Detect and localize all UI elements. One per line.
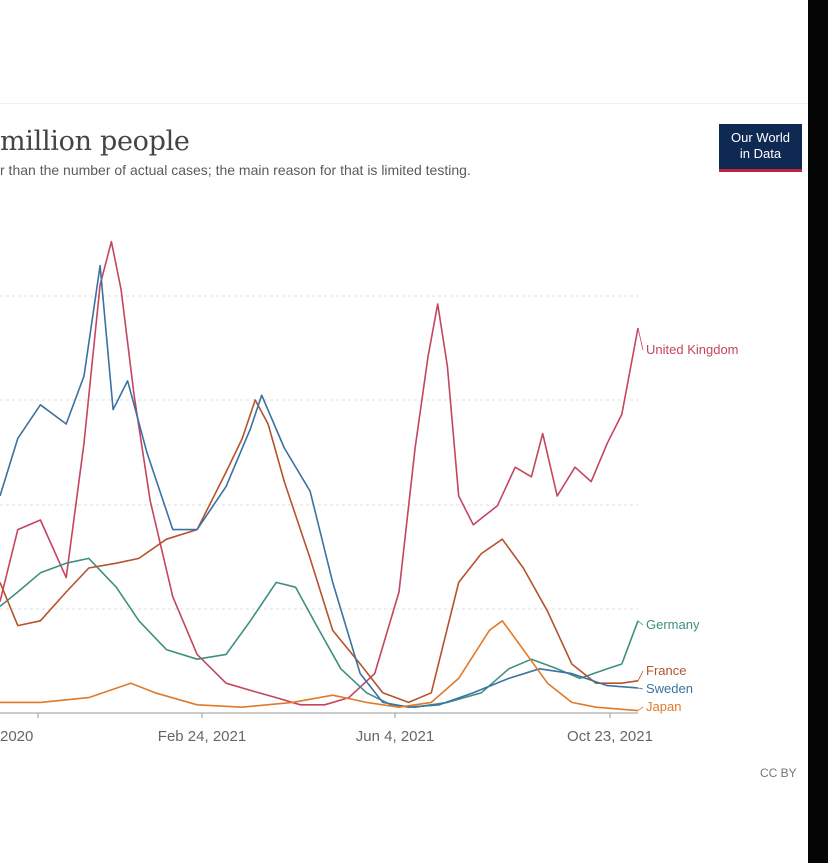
label-connector-france [637, 670, 644, 681]
header-divider [0, 103, 808, 104]
series-line-japan[interactable] [0, 620, 639, 712]
logo-line-1: Our World [731, 130, 790, 145]
series-line-germany[interactable] [0, 557, 639, 708]
series-label-japan[interactable]: Japan [646, 699, 681, 714]
series-line-sweden[interactable] [0, 264, 639, 708]
x-tick-label-2: Jun 4, 2021 [356, 728, 434, 745]
chart-subtitle: r than the number of actual cases; the m… [0, 162, 471, 178]
series-line-united-kingdom[interactable] [0, 240, 639, 706]
x-tick-label-1: Feb 24, 2021 [158, 728, 246, 745]
chart-panel: million people r than the number of actu… [0, 0, 808, 863]
line-chart: United Kingdom Germany France Sweden Japan 2… [0, 240, 739, 745]
series-label-france[interactable]: France [646, 663, 686, 678]
label-connector-germany [637, 620, 644, 626]
series-label-germany[interactable]: Germany [646, 617, 700, 632]
screen-edge [808, 0, 828, 863]
x-tick-label-3: Oct 23, 2021 [567, 728, 653, 745]
series-label-sweden[interactable]: Sweden [646, 681, 693, 696]
series-line-france[interactable] [0, 399, 639, 704]
label-connector-sweden [637, 687, 644, 690]
logo-line-2: in Data [739, 146, 782, 161]
series-label-united-kingdom[interactable]: United Kingdom [646, 342, 739, 357]
label-connector-united-kingdom [637, 327, 644, 351]
chart-title: million people [0, 126, 190, 157]
label-connector-japan [637, 706, 644, 711]
x-tick-label-0: 2020 [0, 728, 33, 745]
license-credit[interactable]: CC BY [760, 766, 797, 780]
owid-logo[interactable]: Our World in Data [719, 124, 802, 172]
